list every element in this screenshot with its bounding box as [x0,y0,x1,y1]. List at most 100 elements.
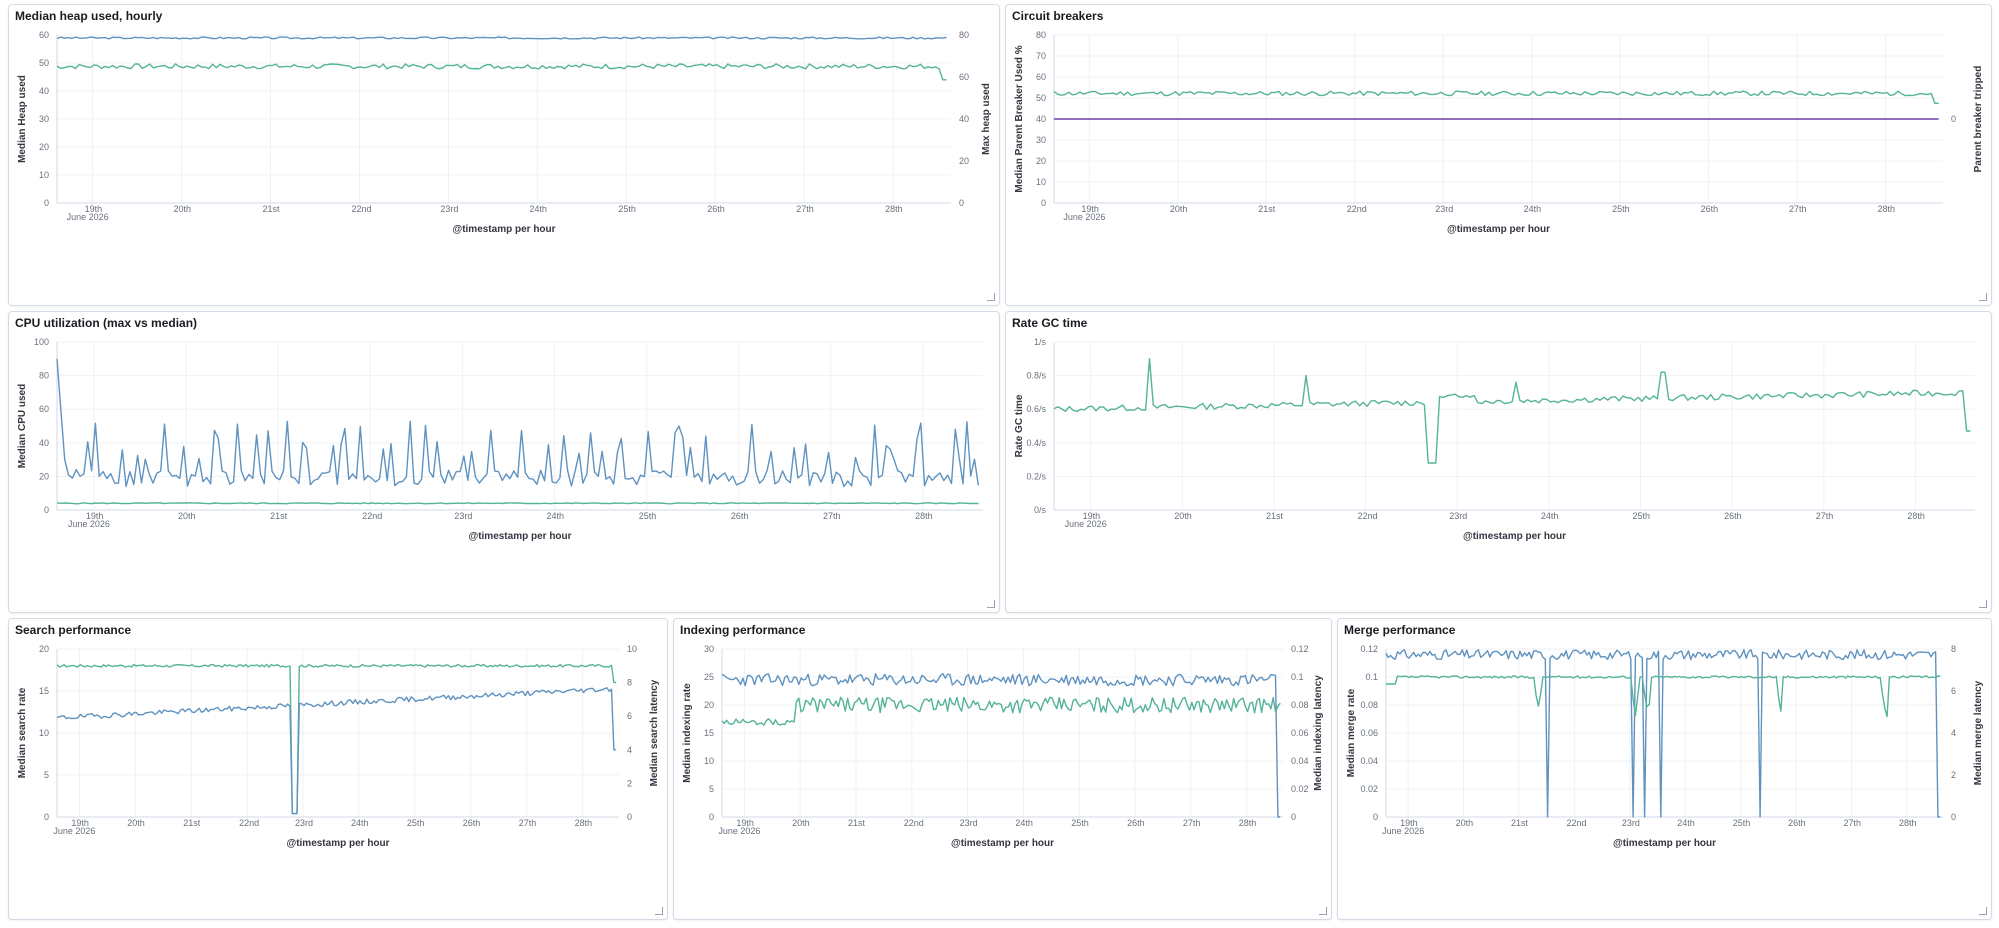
panel-title: Rate GC time [1012,316,1088,330]
y-right-tick-label: 0 [1951,114,1956,124]
y-tick-label: 0 [1373,812,1378,822]
x-axis-title: @timestamp per hour [468,531,571,542]
panel-cpu-utilization: CPU utilization (max vs median) 19th June… [8,311,1000,613]
y-tick-label: 0.8/s [1026,371,1046,381]
resize-handle[interactable] [655,907,663,915]
y-tick-label: 0 [44,505,49,515]
x-tick-label: 21st [1258,204,1276,214]
x-tick-label: 22nd [351,204,371,214]
y-tick-label: 60 [39,30,49,40]
y-tick-label: 0.6/s [1026,404,1046,414]
x-axis-title: @timestamp per hour [286,838,389,849]
series-line-green[interactable] [1386,675,1941,718]
panel-title: Indexing performance [680,623,806,637]
y-right-tick-label: 8 [1951,644,1956,654]
y-right-tick-label: 6 [627,711,632,721]
x-tick-label: 19th [86,511,104,521]
panel-median-heap: Median heap used, hourly 19th June 2026 20… [8,4,1000,306]
y-tick-label: 10 [704,756,714,766]
x-tick-label: 25th [1071,818,1089,828]
x-tick-label: 26th [1724,511,1742,521]
x-tick-label: 27th [1816,511,1834,521]
x-axis-title: @timestamp per hour [1447,224,1550,235]
x-tick-label: 27th [1844,818,1862,828]
y-tick-label: 60 [1036,72,1046,82]
x-tick-label: 26th [707,204,725,214]
y-tick-label: 20 [1036,156,1046,166]
x-tick-sublabel: June 2026 [1063,212,1105,222]
resize-handle[interactable] [1979,600,1987,608]
x-tick-label: 27th [1789,204,1807,214]
series-line-blue[interactable] [56,687,617,815]
x-tick-label: 22nd [1566,818,1586,828]
x-tick-label: 28th [1239,818,1257,828]
series-line-blue[interactable] [721,673,1281,818]
panel-search-performance: Search performance 19th June 2026 20th 21st… [8,618,668,920]
y-right-tick-label: 80 [959,30,969,40]
x-tick-label: 19th [1083,511,1101,521]
x-tick-label: 25th [1633,511,1651,521]
y-tick-label: 0 [709,812,714,822]
y-tick-label: 5 [44,770,49,780]
y-right-axis-title: Parent breaker tripped [1973,66,1984,173]
x-tick-label: 24th [1541,511,1559,521]
y-tick-label: 60 [39,404,49,414]
y-axis-title: Rate GC time [1014,394,1025,457]
x-tick-label: 22nd [362,511,382,521]
x-tick-label: 28th [915,511,933,521]
x-axis-title: @timestamp per hour [951,838,1054,849]
y-right-tick-label: 20 [959,156,969,166]
y-right-tick-label: 6 [1951,686,1956,696]
y-axis-title: Median CPU used [17,384,28,468]
x-tick-label: 21st [1266,511,1284,521]
series-line-green[interactable] [1053,358,1971,464]
resize-handle[interactable] [987,293,995,301]
series-line-green[interactable] [1053,90,1939,104]
y-right-tick-label: 0 [959,198,964,208]
panel-rate-gc-time: Rate GC time 19th June 2026 20th 21st 22nd 23… [1005,311,1992,613]
series-line-green[interactable] [56,63,947,81]
y-right-axis-title: Max heap used [981,83,992,155]
series-line-green[interactable] [721,696,1281,726]
x-tick-label: 24th [351,818,369,828]
x-tick-label: 27th [1183,818,1201,828]
x-tick-label: 24th [1677,818,1695,828]
series-line-green[interactable] [56,663,617,815]
resize-handle[interactable] [987,600,995,608]
series-line-blue[interactable] [56,36,947,40]
y-tick-label: 40 [1036,114,1046,124]
x-tick-label: 26th [1127,818,1145,828]
x-tick-label: 20th [792,818,810,828]
y-tick-label: 20 [39,644,49,654]
y-tick-label: 0.4/s [1026,438,1046,448]
panel-indexing-performance: Indexing performance 19th June 2026 20th 21… [673,618,1332,920]
series-line-green[interactable] [56,502,979,505]
y-tick-label: 100 [34,337,49,347]
y-tick-label: 0 [1041,198,1046,208]
resize-handle[interactable] [1979,907,1987,915]
y-right-tick-label: 0 [1291,812,1296,822]
series-line-blue[interactable] [56,358,980,488]
x-tick-label: 19th [736,818,754,828]
panel-circuit-breakers: Circuit breakers 19th June 2026 20th 21st 22… [1005,4,1992,306]
resize-handle[interactable] [1319,907,1327,915]
x-tick-label: 28th [1899,818,1917,828]
x-tick-label: 27th [519,818,537,828]
series-line-blue[interactable] [1385,649,1941,818]
y-right-tick-label: 0.06 [1291,728,1309,738]
x-tick-label: 25th [1612,204,1630,214]
y-right-tick-label: 60 [959,72,969,82]
x-tick-label: 20th [127,818,145,828]
y-right-tick-label: 0.1 [1291,672,1304,682]
y-tick-label: 30 [1036,135,1046,145]
x-tick-label: 28th [1907,511,1925,521]
y-tick-label: 70 [1036,51,1046,61]
resize-handle[interactable] [1979,293,1987,301]
